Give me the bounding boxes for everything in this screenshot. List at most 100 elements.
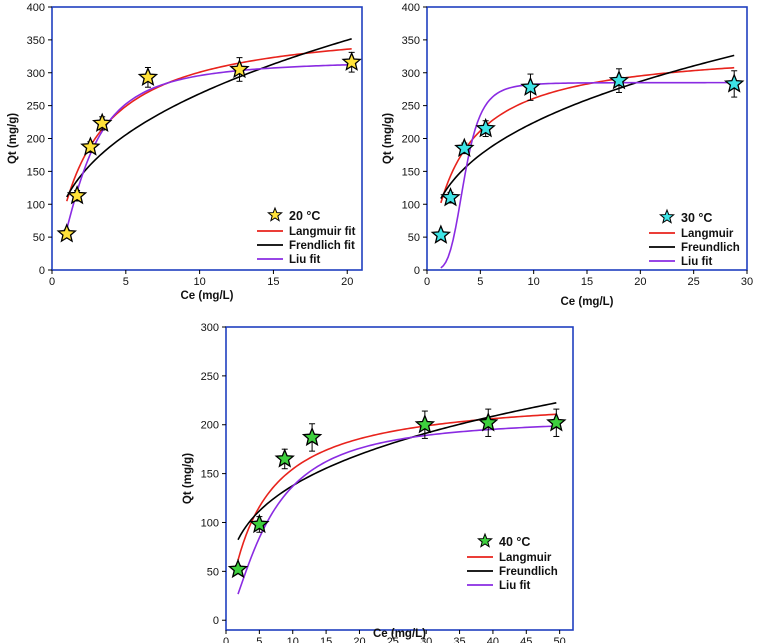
legend-langmuir-label: Langmuir fit [289, 226, 356, 238]
y-tick-label: 250 [201, 371, 219, 383]
legend-langmuir-label: Langmuir [681, 228, 734, 240]
data-point-star [341, 51, 362, 71]
data-point-star [440, 186, 461, 207]
legend-title: 20 °C [289, 209, 320, 223]
y-tick-label: 0 [414, 265, 420, 277]
y-tick-label: 100 [402, 199, 420, 211]
y-tick-label: 0 [213, 615, 219, 627]
legend-star-icon [267, 206, 283, 222]
data-point-star [430, 224, 452, 244]
x-tick-label: 0 [49, 276, 55, 288]
x-axis-label: Ce (mg/L) [180, 290, 233, 302]
legend-star-icon [477, 532, 493, 548]
y-tick-label: 100 [201, 517, 219, 529]
plot-frame [225, 326, 574, 631]
x-tick-label: 25 [387, 636, 399, 643]
x-tick-label: 10 [528, 276, 540, 288]
langmuir-fit-curve [237, 413, 557, 561]
data-point-star [546, 412, 567, 432]
data-point-star [229, 58, 250, 79]
legend-title: 30 °C [681, 211, 712, 225]
y-axis-label: Qt (mg/g) [382, 113, 394, 164]
y-tick-label: 350 [402, 35, 420, 47]
y-tick-label: 150 [27, 166, 45, 178]
y-tick-label: 200 [402, 134, 420, 146]
x-tick-label: 5 [256, 636, 262, 643]
y-tick-label: 150 [201, 469, 219, 481]
data-point-star [80, 136, 101, 156]
x-tick-label: 0 [223, 636, 229, 643]
y-tick-label: 200 [27, 134, 45, 146]
data-point-star [301, 426, 323, 447]
x-tick-label: 40 [487, 636, 499, 643]
x-tick-label: 30 [420, 636, 432, 643]
data-point-star [454, 137, 475, 158]
y-tick-label: 50 [207, 566, 219, 578]
liu-fit-curve [237, 425, 557, 595]
y-axis-label: Qt (mg/g) [182, 453, 194, 504]
legend: 40 °C Langmuir Freundlich Liu fit [467, 532, 558, 592]
data-point-star [274, 448, 295, 468]
legend-langmuir-label: Langmuir [499, 552, 552, 564]
x-tick-label: 5 [123, 276, 129, 288]
langmuir-fit-curve [65, 48, 352, 202]
legend-title: 40 °C [499, 535, 530, 549]
y-tick-label: 300 [201, 322, 219, 334]
freundlich-fit-curve [66, 38, 352, 198]
legend-liu-label: Liu fit [289, 254, 320, 266]
legend-liu-label: Liu fit [499, 580, 530, 592]
data-point-star [249, 513, 270, 534]
data-point-star [520, 76, 541, 96]
x-tick-label: 35 [453, 636, 465, 643]
data-point-star [66, 184, 88, 205]
x-axis-label: Ce (mg/L) [373, 628, 426, 640]
panel-40c: 0 5 10 15 20 25 30 35 40 45 50 0 50 100 150 200 250 300 Ce… [182, 322, 574, 643]
x-tick-label: 15 [581, 276, 593, 288]
x-tick-label: 50 [554, 636, 566, 643]
freundlich-fit-curve [440, 54, 735, 199]
x-tick-label: 5 [477, 276, 483, 288]
x-tick-label: 0 [424, 276, 430, 288]
legend-star-icon [659, 208, 675, 224]
x-tick-label: 10 [193, 276, 205, 288]
y-tick-label: 300 [402, 68, 420, 80]
y-tick-label: 50 [408, 232, 420, 244]
data-point-star [56, 223, 77, 243]
liu-fit-curve [440, 81, 735, 269]
y-tick-label: 400 [402, 2, 420, 14]
y-tick-label: 0 [39, 265, 45, 277]
y-tick-label: 400 [27, 2, 45, 14]
data-point-star [91, 112, 113, 133]
y-tick-label: 150 [402, 166, 420, 178]
data-point-star [475, 117, 496, 138]
langmuir-fit-curve [440, 66, 735, 204]
legend-freundlich-label: Frendlich fit [289, 240, 355, 252]
liu-fit-curve [65, 63, 352, 230]
y-tick-label: 200 [201, 420, 219, 432]
y-axis-label: Qt (mg/g) [7, 113, 19, 164]
y-tick-label: 100 [27, 199, 45, 211]
data-point-star [137, 66, 159, 87]
y-tick-label: 250 [27, 101, 45, 113]
data-point-star [478, 412, 499, 432]
legend-freundlich-label: Freundlich [681, 242, 740, 254]
x-tick-label: 25 [688, 276, 700, 288]
data-point-star [414, 414, 436, 434]
data-point-star [608, 69, 630, 90]
x-tick-label: 20 [341, 276, 353, 288]
legend: 30 °C Langmuir Freundlich Liu fit [649, 208, 740, 268]
x-tick-label: 20 [353, 636, 365, 643]
legend-liu-label: Liu fit [681, 256, 712, 268]
data-point-star [227, 558, 249, 579]
legend: 20 °C Langmuir fit Frendlich fit Liu fit [257, 206, 356, 266]
x-tick-label: 45 [520, 636, 532, 643]
x-tick-label: 20 [634, 276, 646, 288]
y-tick-label: 50 [33, 232, 45, 244]
freundlich-fit-curve [237, 402, 557, 541]
y-tick-label: 250 [402, 101, 420, 113]
x-axis-label: Ce (mg/L) [560, 296, 613, 308]
y-tick-label: 300 [27, 68, 45, 80]
